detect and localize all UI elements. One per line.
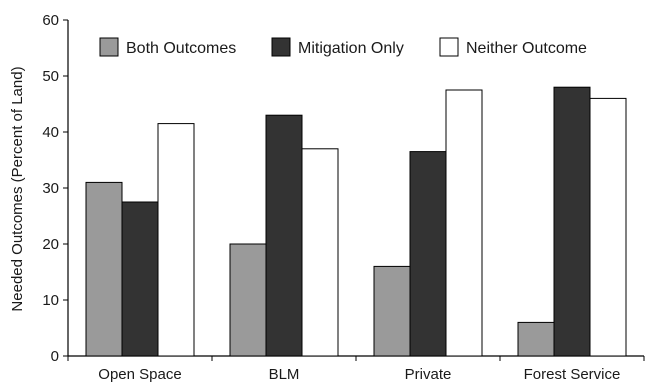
legend-label: Both Outcomes <box>126 40 236 57</box>
x-category-label: Open Space <box>98 366 181 383</box>
bar-mitigation-only <box>409 151 447 357</box>
y-tick-label: 10 <box>42 292 59 309</box>
bar-both-outcomes <box>85 181 123 357</box>
legend-swatch <box>271 37 291 57</box>
legend-label: Mitigation Only <box>298 40 404 57</box>
y-tick-label: 60 <box>42 12 59 29</box>
axes: 0 10 20 30 40 50 60 Open Space BLM Private Forest … <box>42 12 645 383</box>
x-category-label: BLM <box>269 366 300 383</box>
bar-mitigation-only <box>553 86 591 357</box>
bar-both-outcomes <box>373 265 411 357</box>
bar-neither-outcome <box>301 148 339 357</box>
y-tick-label: 30 <box>42 180 59 197</box>
legend: Both Outcomes Mitigation Only Neither Outc… <box>99 37 587 57</box>
legend-swatch <box>439 37 459 57</box>
legend-label: Neither Outcome <box>466 40 587 57</box>
bar-mitigation-only <box>265 114 303 357</box>
bar-neither-outcome <box>445 89 483 357</box>
bar-both-outcomes <box>517 321 555 357</box>
y-tick-label: 0 <box>51 348 59 365</box>
bar-neither-outcome <box>157 123 195 357</box>
y-tick-label: 50 <box>42 68 59 85</box>
x-category-label: Private <box>405 366 452 383</box>
y-tick-label: 40 <box>42 124 59 141</box>
bar-mitigation-only <box>121 201 159 357</box>
x-category-label: Forest Service <box>524 366 621 383</box>
bar-neither-outcome <box>589 97 627 357</box>
legend-swatch <box>99 37 119 57</box>
bars <box>85 86 627 357</box>
y-tick-label: 20 <box>42 236 59 253</box>
y-axis-title: Needed Outcomes (Percent of Land) <box>9 66 26 311</box>
bar-both-outcomes <box>229 243 267 357</box>
